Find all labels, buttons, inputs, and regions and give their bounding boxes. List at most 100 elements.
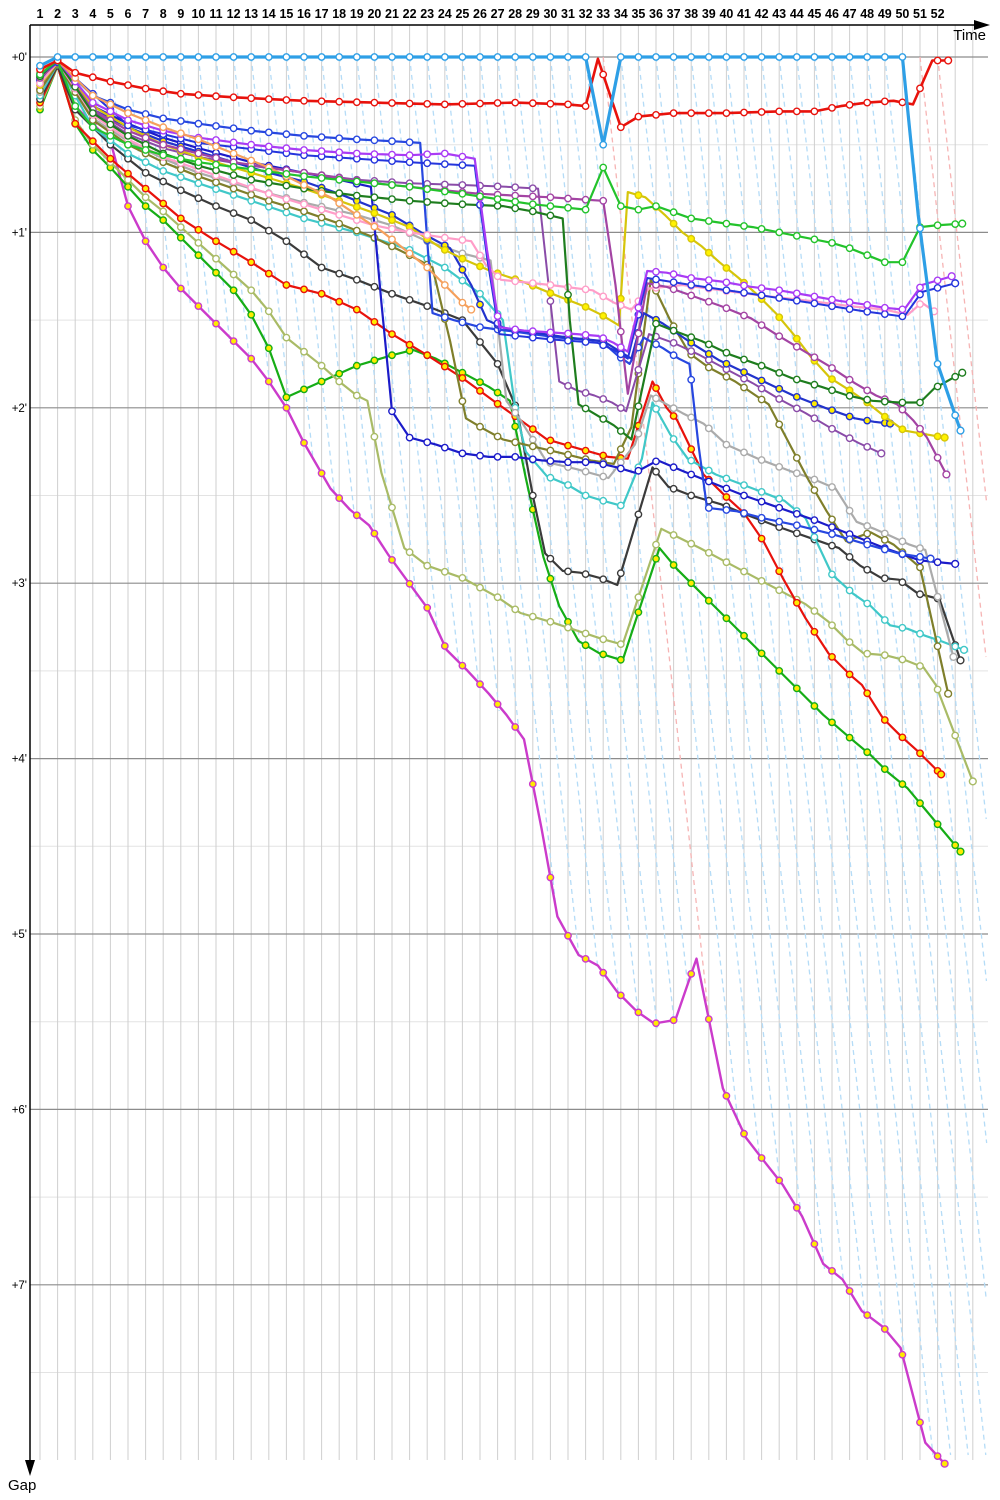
iso-lap-dashed-line xyxy=(796,56,952,1456)
x-tick-label: 14 xyxy=(262,7,276,21)
series-line-red xyxy=(38,57,950,129)
y-tick-labels: +0' +1' +2' +3' +4' +5' +6' +7' xyxy=(12,52,27,1292)
x-tick-label: 42 xyxy=(755,7,769,21)
series-markers-green xyxy=(36,56,967,267)
x-tick-label: 2 xyxy=(54,7,61,21)
x-tick-label: 47 xyxy=(843,7,857,21)
series-skyblue xyxy=(36,53,965,435)
series-endpoint-skyblue xyxy=(956,426,965,435)
y-tick-label: +6' xyxy=(12,1104,27,1116)
x-tick-label: 40 xyxy=(719,7,733,21)
series-line-plum xyxy=(38,61,948,476)
series-endpoint-blueV xyxy=(951,279,960,288)
x-tick-label: 29 xyxy=(526,7,540,21)
series-endpoint-green2 xyxy=(956,847,965,856)
iso-lap-dashed-line xyxy=(197,56,231,340)
iso-lap-dashed-line xyxy=(866,56,988,1144)
x-tick-label: 25 xyxy=(455,7,469,21)
iso-lap-dashed-line xyxy=(813,56,969,1456)
series-endpoint-salmon xyxy=(467,305,476,314)
x-tick-label: 45 xyxy=(807,7,821,21)
series-magenta xyxy=(36,60,949,1468)
grid-lap-lines xyxy=(39,25,974,1460)
series-blueC xyxy=(36,58,935,563)
series-endpoint-green xyxy=(958,219,967,228)
x-tick-labels: 1 2 3 4 5 6 7 8 9 10 11 12 13 14 15 16 17 18 19 20 21 22 23 24 2… xyxy=(37,7,945,21)
x-tick-label: 3 xyxy=(72,7,79,21)
iso-lap-dashed-line xyxy=(426,56,500,712)
y-tick-label: +7' xyxy=(12,1280,27,1292)
series-line-darkgreen xyxy=(38,59,964,441)
axes xyxy=(25,20,990,1476)
series-lines xyxy=(36,53,977,1468)
series-markers-skyblue xyxy=(36,53,965,435)
x-tick-label: 5 xyxy=(107,7,114,21)
x-tick-label: 32 xyxy=(579,7,593,21)
x-tick-label: 20 xyxy=(367,7,381,21)
x-tick-label: 26 xyxy=(473,7,487,21)
x-tick-label: 33 xyxy=(596,7,610,21)
x-tick-label: 15 xyxy=(279,7,293,21)
y-axis-title: Gap xyxy=(8,1477,37,1494)
series-endpoint-plum xyxy=(942,470,951,479)
y-axis-arrow-icon xyxy=(25,1460,35,1476)
iso-lap-dashed-line xyxy=(479,56,580,958)
x-tick-label: 17 xyxy=(315,7,329,21)
series-line-cyan xyxy=(38,62,966,652)
lead-change-dashed-line xyxy=(936,56,988,502)
series-endpoint-olive xyxy=(944,689,953,698)
iso-lap-dashed-line xyxy=(637,56,760,1156)
iso-lap-dashed-line xyxy=(444,56,521,736)
y-tick-label: +3' xyxy=(12,578,27,590)
series-line-red2 xyxy=(38,64,943,776)
y-tick-label: +2' xyxy=(12,403,27,415)
x-axis-title: Time xyxy=(953,27,986,44)
series-endpoint-cyan xyxy=(959,645,969,654)
x-tick-label: 41 xyxy=(737,7,751,21)
series-endpoint-purpleB xyxy=(877,449,886,458)
iso-lap-dashed-line xyxy=(391,56,460,664)
x-tick-label: 28 xyxy=(508,7,522,21)
series-green xyxy=(36,56,967,267)
x-tick-label: 9 xyxy=(177,7,184,21)
x-tick-label: 49 xyxy=(878,7,892,21)
series-line-pink xyxy=(38,61,936,316)
iso-lap-dashed-line xyxy=(778,56,934,1456)
grid-half-minute-lines xyxy=(30,144,988,1373)
x-tick-label: 16 xyxy=(297,7,311,21)
iso-lap-dashed-line xyxy=(532,56,640,1018)
x-tick-label: 48 xyxy=(860,7,874,21)
iso-lap-dashed-line xyxy=(655,56,781,1186)
x-tick-label: 31 xyxy=(561,7,575,21)
x-tick-label: 39 xyxy=(702,7,716,21)
iso-lap-dashed-line xyxy=(620,56,739,1126)
iso-lap-dashed-line xyxy=(356,56,417,598)
x-tick-label: 1 xyxy=(37,7,44,21)
iso-lap-dashed-line xyxy=(549,56,658,1030)
iso-lap-dashed-line xyxy=(408,56,480,688)
x-tick-label: 34 xyxy=(614,7,628,21)
x-tick-label: 44 xyxy=(790,7,804,21)
x-tick-label: 6 xyxy=(125,7,132,21)
lead-change-dashed-line xyxy=(919,56,987,658)
y-tick-label: +0' xyxy=(12,52,27,64)
y-tick-label: +4' xyxy=(12,754,27,766)
x-tick-label: 38 xyxy=(684,7,698,21)
series-line-yellow xyxy=(38,61,946,439)
series-endpoint-black xyxy=(956,656,965,665)
series-line-blueB xyxy=(38,61,957,566)
iso-lap-dashed-lines xyxy=(56,56,988,1456)
x-tick-label: 18 xyxy=(332,7,346,21)
series-endpoint-yellow xyxy=(940,433,949,442)
iso-lap-dashed-line xyxy=(338,56,396,568)
x-tick-label: 52 xyxy=(931,7,945,21)
x-tick-label: 37 xyxy=(667,7,681,21)
iso-lap-dashed-line xyxy=(303,56,356,520)
series-endpoint-red2 xyxy=(937,770,946,779)
x-tick-label: 4 xyxy=(89,7,96,21)
x-tick-label: 51 xyxy=(913,7,927,21)
x-tick-label: 13 xyxy=(244,7,258,21)
series-endpoint-khaki xyxy=(968,777,977,786)
x-tick-label: 50 xyxy=(895,7,909,21)
